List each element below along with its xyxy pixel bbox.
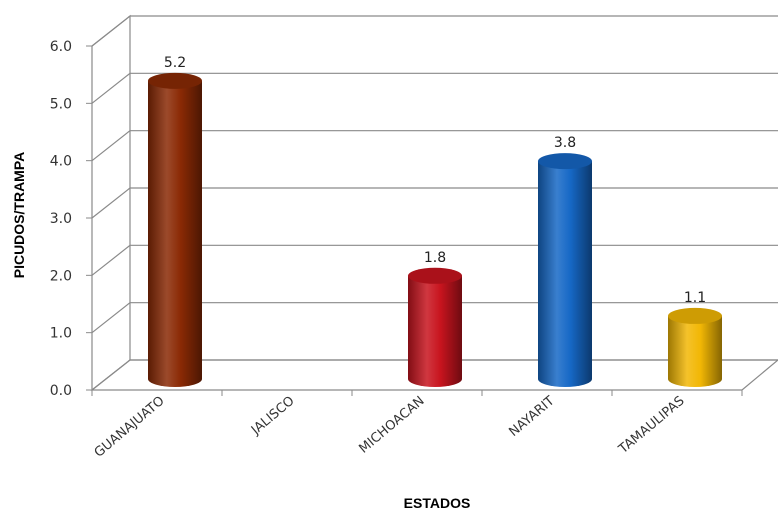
gridline-diagonal [91,72,131,104]
bar-tamaulipas [668,307,722,387]
bar-body [408,275,462,387]
gridline-diagonal [91,187,131,219]
gridlines [86,15,778,396]
y-tick-label: 4.0 [50,154,72,170]
y-tick-label: 0.0 [50,383,72,399]
y-tick-label: 3.0 [50,211,72,227]
bar-body [148,80,202,387]
x-tick-label: TAMAULIPAS [615,394,687,458]
bar-body [538,161,592,387]
bars [148,72,722,387]
data-label: 3.8 [554,135,576,151]
bar-nayarit [538,153,592,387]
x-tick-label: MICHOACAN [356,394,427,457]
bar-michoacan [408,267,462,387]
data-label: 1.1 [684,290,706,306]
gridline-diagonal [91,244,131,276]
gridline-diagonal [91,302,131,334]
data-labels: 5.2 1.8 3.8 1.1 [164,55,706,306]
x-axis-title: ESTADOS [404,495,471,511]
bar-top [538,153,592,170]
bar-top [148,72,202,89]
gridline-diagonal [91,130,131,162]
bar-guanajuato [148,72,202,387]
y-axis-title: PICUDOS/TRAMPA [11,152,27,279]
data-label: 5.2 [164,55,186,71]
y-tick-label: 2.0 [50,268,72,284]
x-tick-label: NAYARIT [506,394,557,440]
x-tick-label: GUANAJUATO [92,394,168,461]
y-tick-label: 6.0 [50,39,72,55]
bar-top [668,307,722,324]
y-tick-label: 1.0 [50,326,72,342]
gridline-diagonal [91,15,131,47]
gridline-diagonal [91,359,131,391]
x-tick-labels: GUANAJUATO JALISCO MICHOACAN NAYARIT TAMAULI… [92,394,688,461]
y-tick-labels: 0.0 1.0 2.0 3.0 4.0 5.0 6.0 [50,39,72,399]
bar-body [668,315,722,387]
data-label: 1.8 [424,250,446,266]
y-tick-label: 5.0 [50,96,72,112]
bar-top [408,267,462,284]
x-tick-label: JALISCO [248,394,298,439]
